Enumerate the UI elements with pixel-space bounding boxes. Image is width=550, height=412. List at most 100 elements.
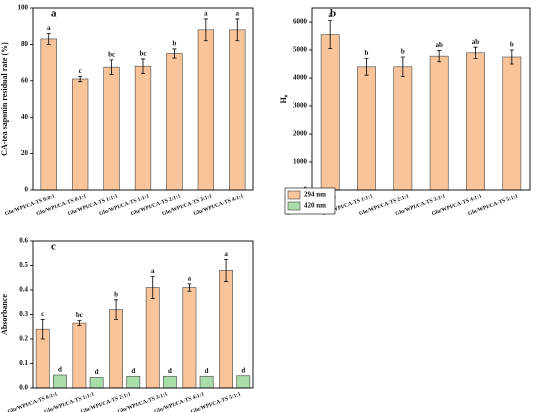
significance-letter: ab — [435, 41, 443, 49]
significance-letter: a — [204, 10, 208, 18]
significance-letter: d — [131, 367, 135, 375]
error-bar — [172, 48, 177, 59]
bar — [197, 29, 215, 191]
error-bar — [328, 20, 333, 49]
significance-letter: ab — [472, 38, 480, 46]
bar — [134, 65, 152, 191]
y-tick-label: 0.1 — [19, 359, 28, 367]
y-tick-label: 1000 — [293, 158, 308, 166]
bar — [166, 53, 183, 191]
y-tick-label: 0.2 — [19, 335, 28, 343]
panel-label: a — [51, 8, 57, 20]
bar — [466, 52, 485, 191]
legend-swatch — [287, 190, 301, 200]
y-tick-label: 20 — [21, 149, 29, 157]
bar — [40, 38, 57, 191]
significance-letter: bc — [76, 311, 83, 319]
legend-label: 420 nm — [304, 202, 326, 210]
significance-letter: d — [168, 367, 172, 375]
bar — [502, 56, 522, 191]
error-bar — [509, 49, 514, 65]
bar — [236, 375, 251, 389]
significance-letter: b — [510, 41, 514, 49]
significance-letter: a — [47, 24, 51, 32]
y-tick-label: 5000 — [293, 46, 308, 54]
bar — [103, 66, 120, 191]
y-tick-label: 0 — [25, 186, 29, 194]
y-tick-label: 4000 — [293, 74, 308, 82]
bar — [89, 377, 104, 389]
bar — [357, 66, 376, 191]
significance-letter: c — [41, 310, 44, 318]
panel-label: b — [330, 8, 336, 20]
y-tick-label: 0.0 — [19, 384, 28, 392]
plot-frame — [311, 7, 531, 191]
significance-letter: bc — [108, 50, 115, 58]
error-bar — [473, 46, 478, 59]
significance-letter: c — [79, 67, 82, 75]
bar — [71, 78, 89, 191]
error-bar — [109, 59, 114, 75]
error-bar — [400, 56, 405, 77]
bar — [429, 55, 449, 191]
significance-letter: b — [114, 290, 118, 298]
error-bar — [437, 50, 442, 63]
y-tick-label: 2000 — [293, 130, 308, 138]
x-tick-label: Glu/WPI/CA-TS 0:0:1 — [4, 193, 56, 217]
y-tick-label: 6000 — [293, 18, 308, 26]
y-tick-label: 100 — [18, 4, 29, 12]
error-bar — [141, 58, 145, 74]
bar — [53, 374, 67, 389]
y-tick-label: 40 — [21, 113, 29, 121]
bar — [72, 322, 87, 389]
error-bar — [78, 75, 83, 83]
error-bar — [224, 258, 229, 282]
bar — [145, 287, 160, 389]
y-tick-label: 0.6 — [19, 237, 28, 245]
plot-frame — [32, 240, 254, 389]
y-tick-label: 0.3 — [19, 310, 28, 318]
y-tick-label: 60 — [21, 76, 29, 84]
y-tick-label: 0.5 — [19, 261, 28, 269]
panel-label: c — [51, 241, 56, 253]
y-axis-label: H₀ — [279, 94, 288, 103]
significance-letter: b — [365, 49, 369, 57]
significance-letter: d — [58, 366, 62, 374]
significance-letter: a — [188, 274, 192, 282]
bar — [199, 375, 214, 389]
significance-letter: b — [401, 48, 405, 56]
bar — [320, 34, 340, 191]
y-tick-label: 0.4 — [19, 286, 28, 294]
error-bar — [150, 276, 155, 299]
significance-letter: bc — [140, 50, 147, 58]
legend-swatch — [287, 201, 301, 211]
error-bar — [364, 58, 369, 76]
y-tick-label: 3000 — [293, 102, 308, 110]
bar — [126, 375, 141, 389]
bar — [219, 270, 233, 389]
significance-letter: a — [236, 10, 240, 18]
bar — [109, 309, 123, 389]
error-bar — [40, 319, 45, 340]
error-bar — [187, 283, 192, 292]
legend-label: 294 nm — [304, 191, 326, 199]
error-bar — [235, 18, 240, 42]
significance-letter: a — [151, 267, 155, 275]
bar — [393, 66, 413, 191]
significance-letter: a — [224, 250, 228, 258]
significance-letter: b — [172, 40, 176, 48]
bar — [163, 375, 177, 389]
significance-letter: d — [205, 367, 209, 375]
bar — [182, 287, 197, 389]
y-axis-label: Absorbance — [0, 294, 9, 335]
y-tick-label: 80 — [21, 40, 29, 48]
significance-letter: d — [95, 368, 99, 376]
plot-frame — [32, 7, 254, 191]
significance-letter: d — [241, 366, 245, 374]
y-axis-label: CA-tea saponin residual rate (%) — [0, 42, 9, 156]
error-bar — [46, 33, 51, 45]
bar — [229, 29, 246, 191]
error-bar — [203, 18, 208, 42]
error-bar — [114, 299, 119, 320]
